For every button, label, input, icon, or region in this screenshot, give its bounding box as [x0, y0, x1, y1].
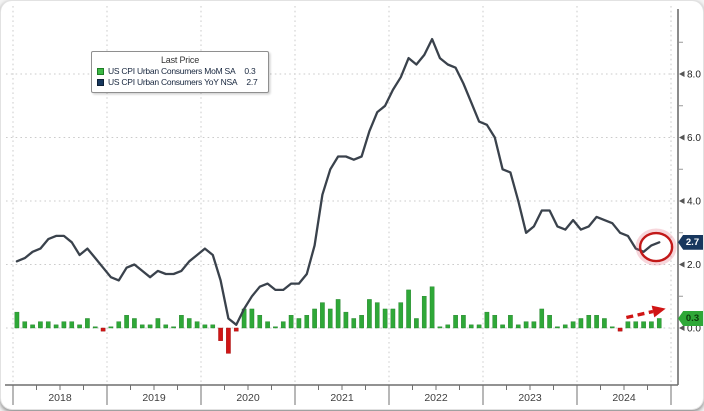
- svg-text:2022: 2022: [424, 392, 448, 404]
- svg-text:2021: 2021: [330, 392, 354, 404]
- legend-title: Last Price: [160, 55, 200, 65]
- svg-text:2023: 2023: [518, 392, 542, 404]
- mom-bars: [14, 286, 662, 354]
- svg-text:2020: 2020: [236, 392, 260, 404]
- right-axis-labels: 0.0 2.0 4.0 6.0 8.0: [679, 41, 701, 335]
- svg-text:0.0: 0.0: [687, 324, 701, 335]
- chart-legend: Last Price US CPI Urban Consumers MoM SA…: [91, 51, 269, 93]
- legend-item-mom: US CPI Urban Consumers MoM SA 0.3: [97, 66, 263, 77]
- circle-annotation: [635, 228, 677, 266]
- legend-item-yoy: US CPI Urban Consumers YoY NSA 2.7: [97, 77, 263, 88]
- mom-series-label: US CPI Urban Consumers MoM SA: [108, 66, 236, 76]
- svg-text:4.0: 4.0: [687, 197, 701, 208]
- yoy-series-value: 2.7: [246, 77, 258, 87]
- mom-series-swatch-icon: [97, 68, 104, 75]
- mom-last-price-badge: 0.3: [678, 310, 703, 326]
- mom-series-value: 0.3: [244, 66, 256, 76]
- svg-text:2024: 2024: [612, 392, 636, 404]
- yoy-series-label: US CPI Urban Consumers YoY NSA: [108, 77, 238, 87]
- yoy-line: [15, 37, 661, 326]
- bottom-axis-labels: 2018 2019 2020 2021 2022 2023 2024: [12, 385, 672, 405]
- svg-text:2019: 2019: [142, 392, 166, 404]
- arrow-annotation: [625, 305, 666, 320]
- svg-text:2018: 2018: [48, 392, 72, 404]
- yoy-series-swatch-icon: [97, 79, 104, 86]
- svg-text:8.0: 8.0: [687, 70, 701, 81]
- svg-text:2.0: 2.0: [687, 260, 701, 271]
- yoy-last-price-badge: 2.7: [678, 234, 703, 250]
- svg-text:6.0: 6.0: [687, 133, 701, 144]
